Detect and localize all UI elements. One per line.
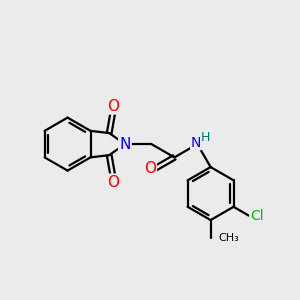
Text: N: N — [191, 136, 201, 150]
Text: O: O — [107, 175, 119, 190]
Text: H: H — [201, 131, 210, 144]
Text: N: N — [119, 136, 130, 152]
Text: O: O — [144, 161, 156, 176]
Text: O: O — [107, 98, 119, 113]
Text: CH₃: CH₃ — [219, 233, 240, 243]
Text: Cl: Cl — [250, 208, 264, 223]
